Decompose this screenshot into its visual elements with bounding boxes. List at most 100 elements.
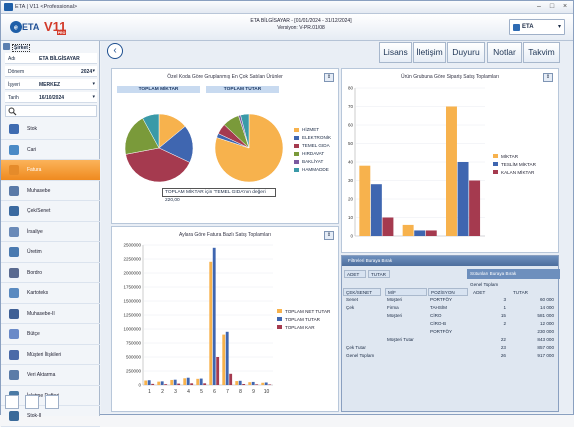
calendar-button[interactable]: Takvim [523, 42, 560, 63]
bar [177, 383, 181, 385]
sidebar-item-label: Müşteri İlişkileri [27, 351, 62, 358]
bar [222, 334, 226, 385]
license-button[interactable]: Lisans [379, 42, 412, 63]
sidebar-item-9[interactable]: Muhasebe-II [1, 304, 100, 324]
pivot-cell-mf: Müşteri [387, 297, 403, 302]
window-title: ETA | V11 <Professional> [15, 4, 78, 10]
company-name-field[interactable]: Adı ETA BİLGİSAYAR [5, 53, 97, 64]
panel-menu-button[interactable]: ⇕ [324, 73, 334, 82]
y-tick-label: 750000 [126, 341, 142, 346]
pivot-cell-adet: 22 [500, 337, 506, 342]
logo-brand: ETA [22, 22, 40, 32]
y-tick-label: 0 [350, 234, 353, 239]
pivot-cell-adet: 2 [503, 321, 506, 326]
sidebar-item-10[interactable]: Bütçe [1, 324, 100, 345]
sidebar-item-4[interactable]: Çek/Senet [1, 201, 100, 222]
bar [261, 382, 265, 385]
y-tick-label: 10 [348, 215, 354, 220]
close-button[interactable]: × [562, 3, 568, 10]
bar [382, 217, 394, 236]
x-tick-label: 9 [252, 389, 255, 395]
workplace-field[interactable]: İşyeri MERKEZ ▾ [5, 79, 97, 90]
pivot-tag-adet[interactable]: ADET [344, 270, 366, 278]
legend-swatch [493, 154, 498, 158]
calculator-tool-icon[interactable] [45, 395, 59, 409]
pivot-cell-cek: Genel Toplam [346, 353, 375, 358]
bar [414, 230, 426, 236]
back-button[interactable]: ‹ [107, 43, 123, 59]
sidebar-item-8[interactable]: Kartoteks [1, 283, 100, 304]
module-icon [9, 349, 19, 360]
bar [457, 162, 469, 236]
module-icon [9, 144, 19, 155]
pivot-tag-tutar[interactable]: TUTAR [368, 270, 390, 278]
sidebar-item-11[interactable]: Müşteri İlişkileri [1, 345, 100, 365]
x-tick-label: 2 [161, 389, 164, 395]
module-icon [9, 226, 19, 237]
sidebar-item-0[interactable]: Stok [1, 119, 100, 140]
company-name: ETA [522, 24, 534, 30]
pivot-row-header-pos[interactable]: POZİSYON [428, 288, 468, 296]
contact-button[interactable]: İletişim [413, 42, 446, 63]
panel-menu-button[interactable]: ⇕ [324, 231, 334, 240]
pivot-filter-bar: Filtreleri Buraya Bırak [342, 256, 558, 266]
bar [216, 357, 220, 385]
bar [402, 224, 414, 236]
sidebar-item-2[interactable]: Fatura [1, 160, 100, 181]
pie-tab-quantity[interactable]: TOPLAM MİKTAR [117, 86, 200, 93]
sidebar-item-3[interactable]: Muhasebe [1, 181, 100, 201]
bar [268, 384, 272, 385]
x-tick-label: 7 [226, 389, 229, 395]
bar [255, 384, 259, 385]
module-icon [9, 185, 19, 196]
search-input[interactable] [5, 105, 97, 117]
pivot-cell-pos: PORTFÖY [430, 329, 453, 334]
pie-legend-item: BAKLİYAT [294, 159, 323, 164]
bar [446, 106, 457, 236]
module-nav: Stok Cari Fatura Muhasebe Çek/Senet İrsaliye Ü… [1, 119, 100, 427]
maximize-button[interactable]: □ [549, 3, 555, 10]
x-tick-label: 3 [174, 389, 177, 395]
sidebar-item-12[interactable]: Veri Aktarma [1, 365, 100, 386]
company-header: Şirket [3, 43, 97, 52]
panel-menu-button[interactable]: ⇕ [543, 73, 553, 82]
pivot-cell-tutar: 230 000 [537, 329, 554, 334]
bar [173, 379, 177, 385]
sidebar-item-6[interactable]: Üretim [1, 242, 100, 263]
settings-tool-icon[interactable] [5, 395, 19, 409]
pivot-cell-pos: PORTFÖY [430, 297, 453, 302]
y-tick-label: 30 [348, 178, 354, 183]
module-icon [9, 247, 19, 257]
pie-tooltip: TOPLAM MİKTAR için 'TEMEL GIDA'nın değer… [162, 188, 276, 203]
chevron-down-icon[interactable]: ▾ [92, 68, 95, 74]
date-field[interactable]: Tarih 16/10/2024 ▾ [5, 92, 97, 103]
sidebar-item-label: Stok [27, 126, 38, 132]
bar [225, 331, 229, 385]
chart-tool-icon[interactable] [25, 395, 39, 409]
y-tick-label: 1000000 [123, 327, 141, 332]
y-tick-label: 0 [138, 383, 141, 388]
sidebar-item-1[interactable]: Cari [1, 140, 100, 160]
bar [425, 230, 437, 236]
announcement-button[interactable]: Duyuru [447, 42, 485, 63]
chevron-down-icon[interactable]: ▾ [92, 94, 95, 100]
pie-tab-amount[interactable]: TOPLAM TUTAR [206, 86, 279, 93]
legend-swatch [277, 317, 282, 321]
pivot-row-header-mf[interactable]: M/F [385, 288, 427, 296]
minimize-button[interactable]: – [537, 3, 541, 10]
chevron-down-icon[interactable]: ▾ [92, 81, 95, 87]
notes-button[interactable]: Notlar [487, 42, 522, 63]
sidebar-item-7[interactable]: Bordro [1, 263, 100, 283]
pivot-table: Filtreleri Buraya Bırak ADET TUTAR Sütun… [341, 255, 560, 412]
bar [186, 377, 190, 385]
period-field[interactable]: Dönem 2024 ▾ [5, 66, 97, 77]
pivot-cell-adet: 1 [503, 305, 506, 310]
company-selector[interactable]: ETA ▾ [509, 19, 565, 35]
y-tick-label: 1500000 [123, 299, 141, 304]
sidebar-item-5[interactable]: İrsaliye [1, 222, 100, 242]
bar [190, 383, 194, 385]
bar [151, 383, 155, 385]
pivot-cell-tutar: 12 000 [539, 321, 554, 326]
pivot-row-header-cek[interactable]: ÇEK/SENET [343, 288, 381, 296]
company-folder-icon [3, 43, 10, 50]
